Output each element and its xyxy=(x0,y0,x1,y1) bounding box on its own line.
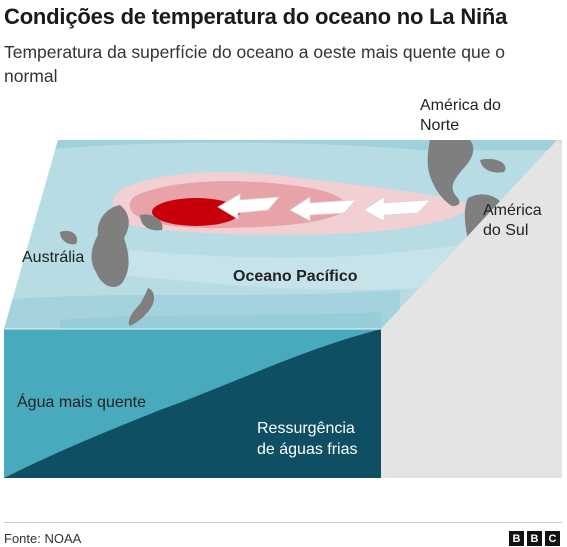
bbc-logo-letter: B xyxy=(527,531,542,546)
bbc-logo: B B C xyxy=(509,531,560,546)
label-north-america: América do Norte xyxy=(420,97,501,134)
ocean-surface xyxy=(4,140,557,329)
cold-upwelling xyxy=(4,329,381,478)
label-south-america: América do Sul xyxy=(483,202,542,239)
north-america-land xyxy=(427,140,474,206)
trade-wind-arrow xyxy=(363,196,431,222)
label-warm-water: Água mais quente xyxy=(17,394,146,411)
source-note: Fonte: NOAA xyxy=(4,531,82,546)
new-zealand-land xyxy=(128,288,155,326)
trade-wind-arrows xyxy=(217,193,431,222)
label-upwelling: Ressurgência de águas frias xyxy=(257,420,358,458)
label-australia: Austrália xyxy=(22,249,85,266)
footer-divider xyxy=(4,522,562,523)
warm-pool-core xyxy=(152,198,240,226)
block-right-face-shade xyxy=(381,140,562,478)
bbc-logo-letter: C xyxy=(545,531,560,546)
trade-wind-arrow xyxy=(217,193,280,220)
bbc-logo-letter: B xyxy=(509,531,524,546)
chart-subtitle: Temperatura da superfície do oceano a oe… xyxy=(4,42,506,86)
chart-title: Condições de temperatura do oceano no La… xyxy=(4,4,508,29)
label-pacific-ocean: Oceano Pacífico xyxy=(233,268,358,285)
trade-wind-arrow xyxy=(289,196,357,222)
australia-land xyxy=(91,205,129,287)
